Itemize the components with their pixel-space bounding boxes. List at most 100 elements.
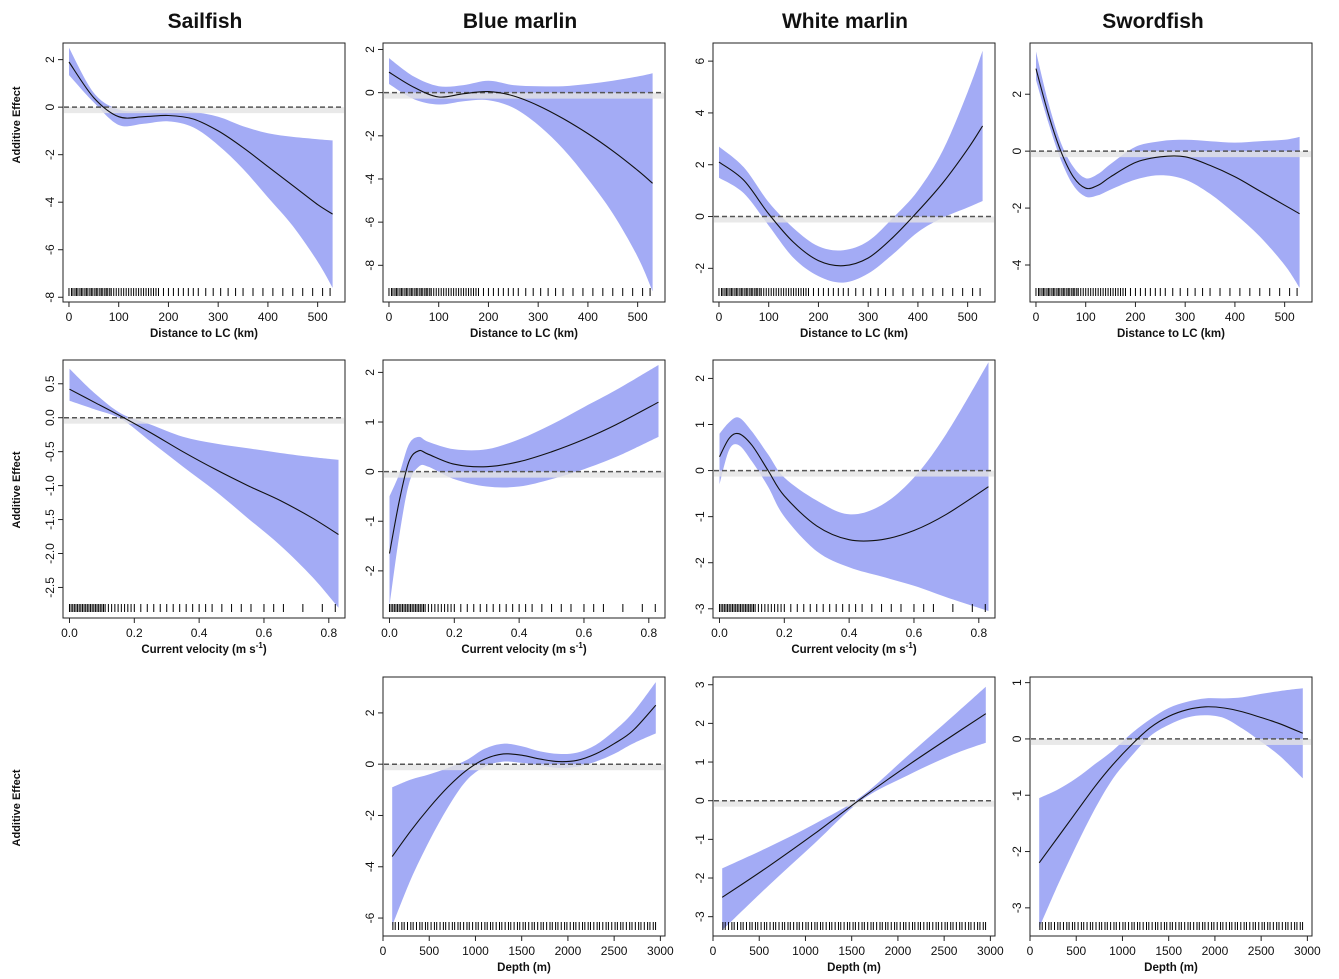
fitted-line [1035, 68, 1300, 215]
y-tick-label: -3 [693, 603, 707, 614]
row-label-distance: Additive Effect [11, 86, 23, 163]
col-title-blue-marlin: Blue marlin [463, 10, 577, 33]
y-tick-label: 0 [43, 103, 57, 110]
y-tick-label: 2 [363, 709, 377, 716]
y-tick-label: 2 [693, 161, 707, 168]
confidence-band [392, 682, 656, 926]
x-tick-label: 2000 [555, 944, 582, 958]
confidence-band [719, 50, 983, 283]
x-tick-label: 0.4 [841, 626, 858, 640]
x-tick-label: 1500 [1155, 944, 1182, 958]
y-tick-label: 0 [693, 213, 707, 220]
y-tick-label: -3 [693, 911, 707, 922]
x-axis-label: Current velocity (m s-1) [791, 641, 917, 656]
y-tick-label: -2 [43, 149, 57, 160]
x-axis-label: Depth (m) [1144, 962, 1198, 974]
x-tick-label: 3000 [1294, 944, 1321, 958]
y-tick-label: -2 [693, 872, 707, 883]
x-tick-label: 2500 [601, 944, 628, 958]
y-tick-label: 6 [693, 57, 707, 64]
x-tick-label: 400 [908, 310, 928, 324]
y-tick-label: 2 [43, 56, 57, 63]
x-tick-label: 300 [528, 310, 548, 324]
y-tick-label: 0 [363, 468, 377, 475]
x-tick-label: 0.6 [576, 626, 593, 640]
x-tick-label: 100 [1076, 310, 1096, 324]
y-tick-label: -4 [363, 861, 377, 872]
x-tick-label: 400 [578, 310, 598, 324]
x-axis-label: Distance to LC (km) [470, 328, 578, 340]
y-tick-label: -2 [363, 810, 377, 821]
x-tick-label: 0.2 [446, 626, 463, 640]
panel-depth-blue-marlin: 0 500 1000 1500 2000 2500 3000 2 0 -2 -4 -6 Depth (m… [363, 676, 674, 974]
x-tick-label: 200 [808, 310, 828, 324]
rug [388, 604, 656, 612]
panel-velocity-blue-marlin: 0.0 0.2 0.4 0.6 0.8 2 1 0 -1 -2 Current velocity (… [363, 359, 666, 656]
row-label-depth: Additive Effect [11, 769, 23, 846]
y-tick-label: 1 [363, 418, 377, 425]
x-axis-label: Depth (m) [497, 962, 551, 974]
y-tick-label: -3 [1010, 902, 1024, 913]
y-tick-label: 4 [693, 109, 707, 116]
y-tick-label: -2 [363, 565, 377, 576]
y-tick-label: -8 [363, 260, 377, 271]
x-tick-label: 100 [429, 310, 449, 324]
y-tick-label: -1.0 [43, 475, 57, 496]
x-tick-label: 200 [1125, 310, 1145, 324]
y-tick-label: 2 [363, 369, 377, 376]
x-tick-label: 500 [628, 310, 648, 324]
x-tick-label: 200 [478, 310, 498, 324]
y-tick-label: 0 [363, 761, 377, 768]
confidence-band [1036, 51, 1300, 288]
zero-line-halo [384, 764, 664, 771]
panel-depth-white-marlin: 0 500 1000 1500 2000 2500 3000 3 2 1 0 -1 -2 -3 Depth … [693, 676, 1004, 974]
x-tick-label: 0.8 [970, 626, 987, 640]
x-tick-label: 0 [1033, 310, 1040, 324]
x-tick-label: 500 [958, 310, 978, 324]
x-tick-label: 2500 [1248, 944, 1275, 958]
x-tick-label: 0.0 [61, 626, 78, 640]
y-tick-label: 2 [693, 720, 707, 727]
y-tick-label: -2.5 [43, 577, 57, 598]
x-tick-label: 500 [1066, 944, 1086, 958]
x-tick-label: 300 [1175, 310, 1195, 324]
x-tick-label: 300 [208, 310, 228, 324]
y-tick-label: 0 [1010, 735, 1024, 742]
col-title-sailfish: Sailfish [168, 10, 243, 33]
x-axis-label: Current velocity (m s-1) [141, 641, 267, 656]
y-tick-label: -1 [1010, 790, 1024, 801]
y-tick-label: -6 [363, 216, 377, 227]
y-tick-label: -1 [693, 511, 707, 522]
y-tick-label: -4 [1010, 259, 1024, 270]
panel-distance-swordfish: 0 100 200 300 400 500 2 0 -2 -4 Distance to LC (km… [1010, 42, 1313, 340]
x-tick-label: 2000 [885, 944, 912, 958]
x-tick-label: 500 [1275, 310, 1295, 324]
panel-distance-sailfish: 0 100 200 300 400 500 2 0 -2 -4 -6 -8 Distance to LC… [43, 42, 346, 340]
x-axis-label: Depth (m) [827, 962, 881, 974]
y-tick-label: -1 [363, 516, 377, 527]
confidence-band [69, 47, 333, 288]
fitted-line [388, 401, 659, 554]
rug [722, 922, 987, 930]
confidence-band [69, 368, 339, 608]
rug [392, 922, 657, 930]
x-axis-label: Current velocity (m s-1) [461, 641, 587, 656]
y-tick-label: -2 [363, 130, 377, 141]
fitted-line [718, 125, 984, 267]
x-tick-label: 1500 [508, 944, 535, 958]
zero-line-halo [714, 216, 994, 223]
y-tick-label: -2 [1010, 202, 1024, 213]
x-tick-label: 0 [66, 310, 73, 324]
x-tick-label: 1000 [462, 944, 489, 958]
y-tick-label: 0.0 [43, 409, 57, 426]
x-tick-label: 2500 [931, 944, 958, 958]
zero-line-halo [64, 417, 344, 424]
rug [1039, 922, 1304, 930]
row-label-velocity: Additive Effect [11, 451, 23, 528]
confidence-band [722, 686, 986, 931]
y-tick-label: -4 [43, 197, 57, 208]
x-tick-label: 0 [716, 310, 723, 324]
fitted-line [69, 388, 339, 535]
rug [718, 288, 981, 296]
